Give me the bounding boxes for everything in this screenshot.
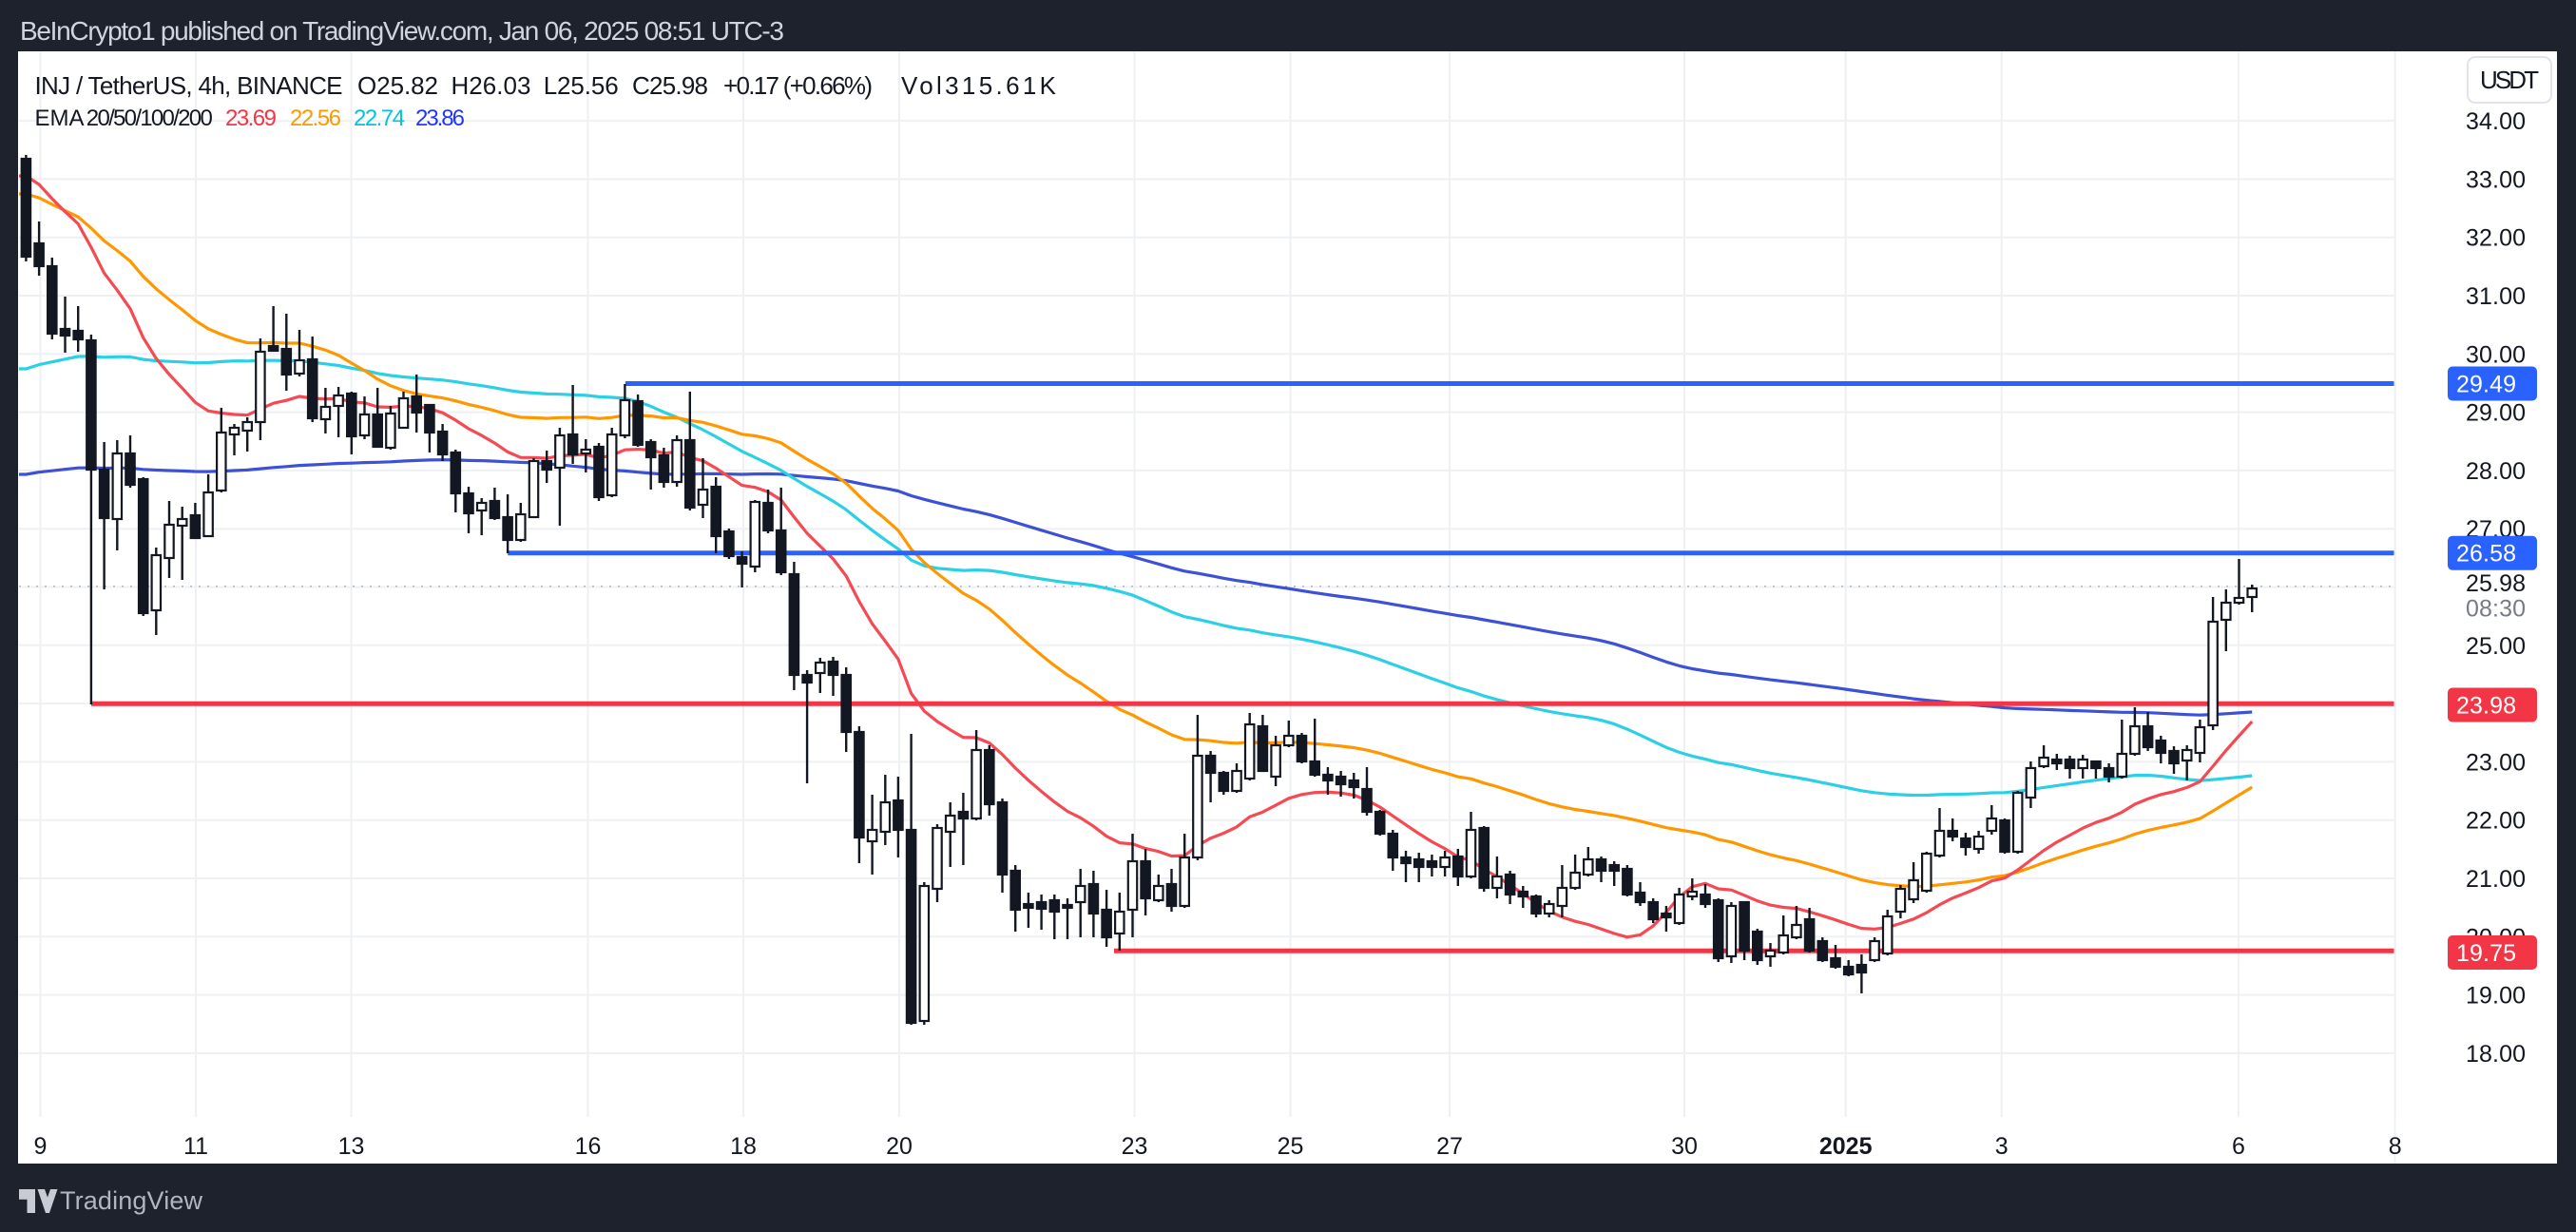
svg-text:22.00: 22.00 bbox=[2466, 808, 2526, 835]
svg-text:30.00: 30.00 bbox=[2466, 341, 2526, 368]
svg-text:19.00: 19.00 bbox=[2466, 983, 2526, 1010]
svg-text:25.98: 25.98 bbox=[2466, 570, 2526, 597]
svg-text:23.98: 23.98 bbox=[2456, 693, 2516, 720]
svg-text:31.00: 31.00 bbox=[2466, 283, 2526, 310]
svg-text:USDT: USDT bbox=[2480, 66, 2539, 94]
svg-text:+0.17 (+0.66%): +0.17 (+0.66%) bbox=[723, 71, 873, 100]
svg-text:16: 16 bbox=[575, 1133, 602, 1160]
svg-text:23.69: 23.69 bbox=[225, 106, 277, 131]
svg-text:28.00: 28.00 bbox=[2466, 458, 2526, 485]
svg-text:9: 9 bbox=[34, 1133, 48, 1160]
svg-text:20: 20 bbox=[886, 1133, 913, 1160]
svg-text:23: 23 bbox=[1122, 1133, 1148, 1160]
svg-text:L25.56: L25.56 bbox=[544, 71, 619, 100]
svg-text:20/50/100/200: 20/50/100/200 bbox=[87, 106, 213, 131]
svg-text:19.75: 19.75 bbox=[2456, 940, 2516, 967]
svg-text:30: 30 bbox=[1671, 1133, 1698, 1160]
svg-text:34.00: 34.00 bbox=[2466, 108, 2526, 135]
svg-text:Vol315.61K: Vol315.61K bbox=[901, 71, 1057, 100]
svg-text:21.00: 21.00 bbox=[2466, 866, 2526, 893]
svg-text:11: 11 bbox=[183, 1133, 208, 1160]
svg-text:13: 13 bbox=[338, 1133, 365, 1160]
svg-text:22.56: 22.56 bbox=[290, 106, 341, 131]
svg-text:08:30: 08:30 bbox=[2466, 596, 2526, 623]
svg-text:25.00: 25.00 bbox=[2466, 633, 2526, 660]
svg-text:29.00: 29.00 bbox=[2466, 400, 2526, 427]
svg-text:23.86: 23.86 bbox=[415, 106, 465, 131]
svg-text:29.49: 29.49 bbox=[2456, 372, 2516, 398]
svg-text:25: 25 bbox=[1278, 1133, 1304, 1160]
svg-text:22.74: 22.74 bbox=[354, 106, 405, 131]
svg-text:H26.03: H26.03 bbox=[452, 71, 531, 100]
svg-text:8: 8 bbox=[2389, 1133, 2402, 1160]
svg-text:C25.98: C25.98 bbox=[632, 71, 708, 100]
svg-text:2025: 2025 bbox=[1819, 1133, 1873, 1160]
svg-text:TradingView: TradingView bbox=[60, 1186, 203, 1215]
svg-text:33.00: 33.00 bbox=[2466, 166, 2526, 193]
svg-text:23.00: 23.00 bbox=[2466, 749, 2526, 776]
svg-text:EMA: EMA bbox=[35, 106, 85, 131]
svg-text:INJ / TetherUS, 4h, BINANCE: INJ / TetherUS, 4h, BINANCE bbox=[35, 71, 343, 100]
svg-text:BeInCrypto1 published on Tradi: BeInCrypto1 published on TradingView.com… bbox=[20, 16, 784, 46]
svg-text:18: 18 bbox=[730, 1133, 757, 1160]
svg-text:3: 3 bbox=[1995, 1133, 2009, 1160]
svg-text:18.00: 18.00 bbox=[2466, 1041, 2526, 1068]
svg-text:O25.82: O25.82 bbox=[357, 71, 438, 100]
svg-text:32.00: 32.00 bbox=[2466, 225, 2526, 252]
svg-text:27: 27 bbox=[1436, 1133, 1463, 1160]
svg-text:26.58: 26.58 bbox=[2456, 541, 2516, 568]
svg-text:6: 6 bbox=[2232, 1133, 2245, 1160]
